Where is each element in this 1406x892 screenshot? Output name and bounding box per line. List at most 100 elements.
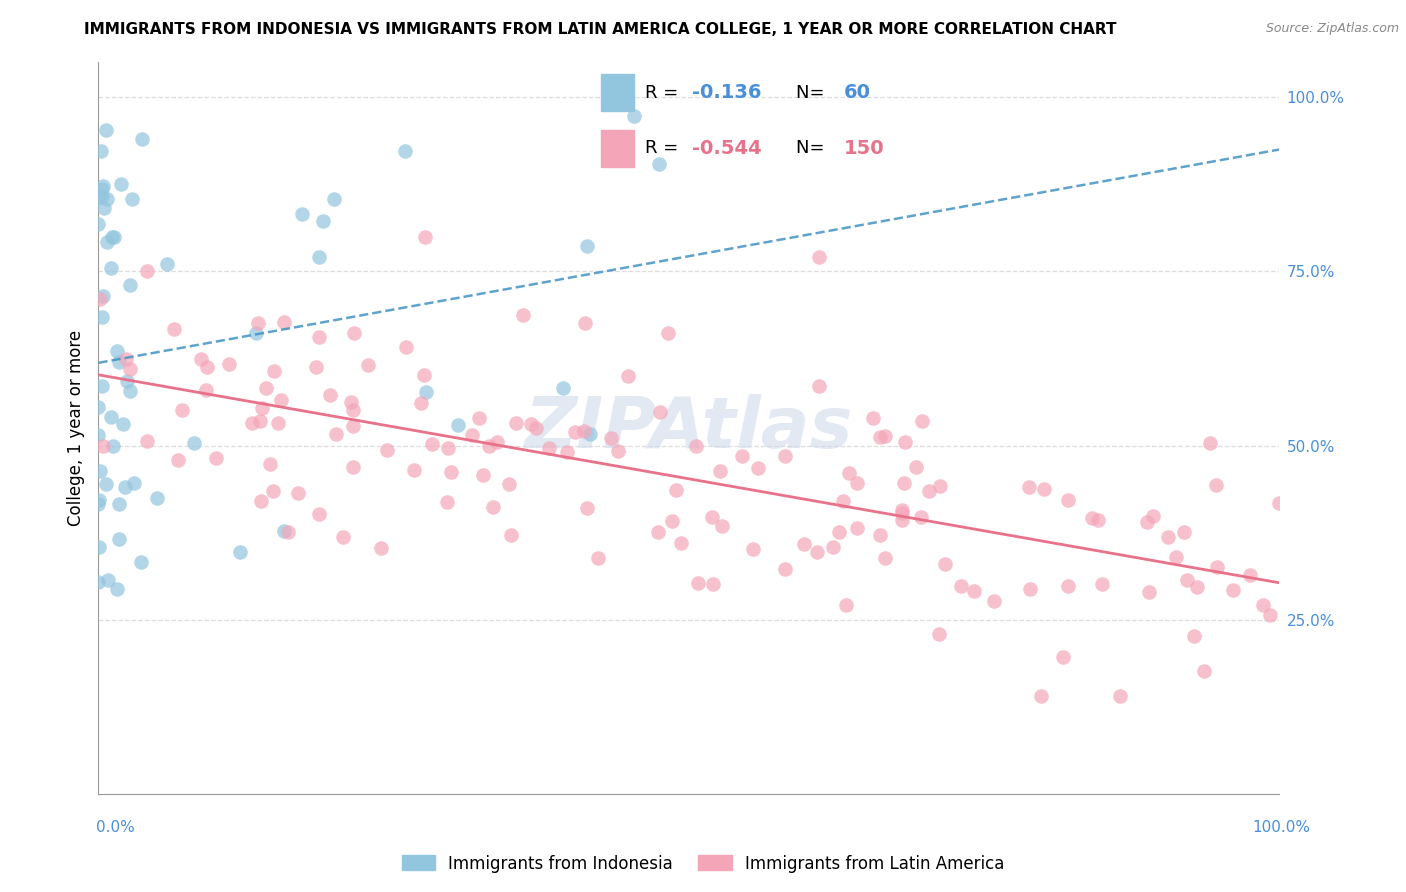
Point: [96, 235, 118, 249]
Point: [498, 477, 520, 491]
Point: [576, 500, 599, 515]
Point: [949, 579, 972, 593]
Point: [312, 214, 335, 228]
Point: [440, 465, 463, 479]
Text: N=: N=: [796, 139, 831, 157]
Point: [821, 540, 844, 554]
Point: [893, 434, 915, 449]
Point: [118, 384, 141, 399]
Point: [478, 439, 501, 453]
Point: [105, 343, 128, 358]
Point: [263, 364, 285, 378]
Point: [845, 476, 868, 491]
Y-axis label: College, 1 year or more: College, 1 year or more: [66, 330, 84, 526]
Point: [135, 434, 157, 448]
Point: [963, 584, 986, 599]
Point: [100, 260, 122, 275]
Text: -0.136: -0.136: [692, 83, 761, 102]
Point: [575, 239, 598, 253]
Point: [110, 178, 132, 192]
Point: [96, 192, 118, 206]
Point: [322, 192, 344, 206]
Point: [485, 435, 508, 450]
Point: [686, 576, 709, 591]
Point: [775, 449, 797, 463]
Point: [505, 416, 527, 430]
Point: [394, 144, 416, 158]
Point: [108, 532, 131, 546]
Point: [891, 506, 914, 520]
Point: [1056, 493, 1078, 508]
Point: [357, 358, 380, 372]
Point: [103, 230, 125, 244]
Point: [319, 387, 342, 401]
Point: [87, 574, 110, 589]
Point: [87, 427, 110, 442]
Point: [1136, 515, 1159, 529]
Point: [250, 493, 273, 508]
Point: [375, 442, 398, 457]
Text: R =: R =: [644, 84, 683, 102]
Point: [339, 395, 361, 409]
Point: [1056, 579, 1078, 593]
Point: [869, 528, 891, 542]
Point: [90, 144, 112, 158]
Point: [240, 416, 263, 430]
Point: [524, 421, 547, 435]
Point: [904, 459, 927, 474]
Text: 100.0%: 100.0%: [1253, 821, 1310, 835]
Point: [808, 250, 831, 264]
Point: [308, 330, 330, 344]
Point: [472, 468, 495, 483]
Point: [1166, 550, 1188, 565]
Point: [229, 545, 252, 559]
Point: [520, 417, 543, 431]
Point: [1222, 583, 1244, 598]
Point: [1137, 584, 1160, 599]
Point: [342, 402, 364, 417]
Point: [1157, 530, 1180, 544]
Point: [617, 369, 640, 384]
Point: [607, 443, 630, 458]
Point: [218, 357, 240, 371]
Point: [648, 405, 671, 419]
Point: [910, 509, 932, 524]
Point: [195, 359, 218, 374]
Point: [873, 429, 896, 443]
Point: [402, 463, 425, 477]
Point: [96, 122, 118, 136]
Point: [195, 383, 218, 397]
Point: [600, 431, 623, 445]
Point: [87, 217, 110, 231]
Point: [1031, 690, 1053, 704]
Point: [1052, 649, 1074, 664]
Point: [114, 480, 136, 494]
Point: [117, 374, 139, 388]
Point: [97, 573, 120, 587]
Point: [332, 530, 354, 544]
Text: N=: N=: [796, 84, 831, 102]
Point: [90, 378, 112, 392]
Point: [911, 414, 934, 428]
Point: [1268, 496, 1291, 510]
Point: [172, 402, 194, 417]
Point: [342, 419, 364, 434]
Point: [437, 441, 460, 455]
Point: [91, 439, 114, 453]
Point: [205, 450, 228, 465]
Point: [482, 500, 505, 514]
Point: [538, 441, 561, 455]
Point: [793, 537, 815, 551]
Point: [415, 384, 437, 399]
Point: [551, 381, 574, 395]
Point: [928, 627, 950, 641]
Text: -0.544: -0.544: [692, 139, 762, 158]
Point: [118, 278, 141, 293]
Text: 0.0%: 0.0%: [96, 821, 135, 835]
Point: [100, 409, 122, 424]
Point: [89, 292, 111, 306]
Point: [156, 257, 179, 271]
Point: [101, 230, 124, 244]
Point: [287, 486, 309, 500]
Point: [1192, 664, 1215, 678]
